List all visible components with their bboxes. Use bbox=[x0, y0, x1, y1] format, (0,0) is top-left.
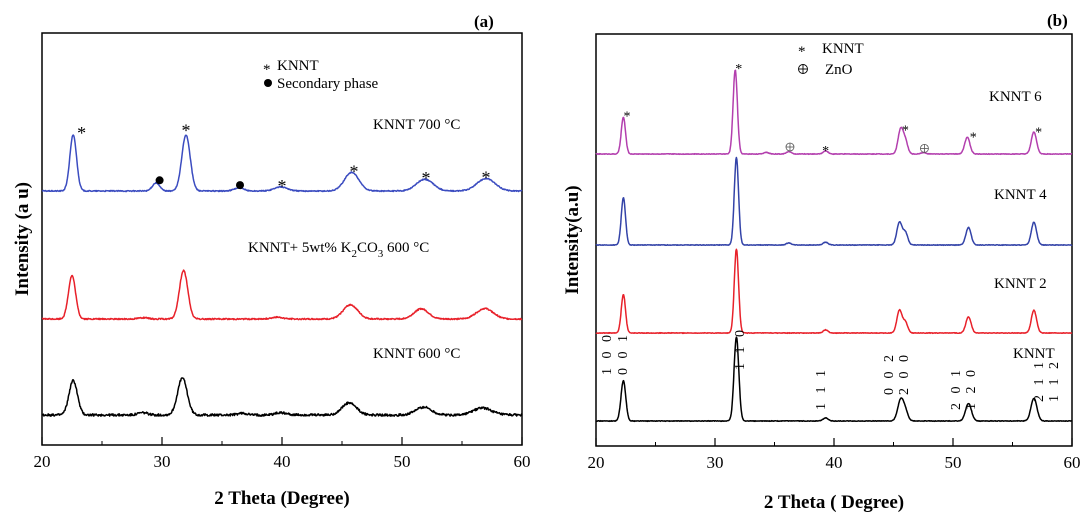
x-tick-label: 20 bbox=[588, 453, 605, 472]
peak-star-marker: * bbox=[735, 62, 742, 77]
x-tick-label: 40 bbox=[826, 453, 843, 472]
series-line-2 bbox=[595, 156, 1073, 247]
hkl-label: 1 1 1 bbox=[814, 367, 829, 410]
hkl-label: 1 2 0 bbox=[964, 367, 979, 410]
legend-star-icon: * bbox=[263, 62, 271, 78]
panel-b: (b) 2 Theta ( Degree) Intensity(a.u) 20 3… bbox=[562, 11, 1081, 513]
hkl-label: 1 1 0 bbox=[733, 327, 748, 370]
panel-b-ylabel: Intensity(a.u) bbox=[562, 185, 583, 294]
x-tick-label: 30 bbox=[154, 452, 171, 471]
zno-marker bbox=[785, 142, 795, 152]
hkl-label: 0 0 1 bbox=[616, 332, 631, 375]
peak-star-marker: * bbox=[278, 176, 287, 196]
peak-star-marker: * bbox=[822, 144, 829, 159]
peak-star-marker: * bbox=[1035, 125, 1042, 140]
legend-secondary-label: Secondary phase bbox=[277, 76, 379, 92]
curve-label-knnt-k2co3: KNNT+ 5wt% K2CO3 600 °C bbox=[248, 240, 429, 260]
legend-knnt-label: KNNT bbox=[277, 58, 319, 74]
series-line-3 bbox=[595, 248, 1073, 335]
hkl-label: 2 0 1 bbox=[949, 367, 964, 410]
panel-b-legend: * KNNT ZnO bbox=[798, 41, 864, 78]
legend-zno-label: ZnO bbox=[825, 62, 853, 78]
panel-a-frame bbox=[41, 32, 523, 446]
peak-star-marker: * bbox=[623, 110, 630, 125]
peak-star-marker: * bbox=[77, 123, 86, 143]
panel-a-xlabel: 2 Theta (Degree) bbox=[214, 488, 349, 509]
x-tick-label: 50 bbox=[945, 453, 962, 472]
legend-star-icon: * bbox=[798, 44, 806, 60]
zno-marker bbox=[920, 143, 929, 153]
panel-b-peak-markers: * * * * * * bbox=[623, 62, 1042, 159]
panel-b-x-axis: 20 30 40 50 60 bbox=[588, 438, 1081, 472]
panel-a-x-axis: 20 30 40 50 60 bbox=[34, 437, 531, 471]
peak-star-marker: * bbox=[422, 168, 431, 188]
curve-label-knnt-700: KNNT 700 °C bbox=[373, 117, 460, 133]
curve-label-knnt: KNNT bbox=[1013, 346, 1055, 362]
x-tick-label: 60 bbox=[1064, 453, 1081, 472]
panel-a-label: (a) bbox=[474, 12, 494, 31]
series-line-1 bbox=[595, 69, 1073, 156]
legend-knnt-label-b: KNNT bbox=[822, 41, 864, 57]
hkl-label: 1 0 0 bbox=[600, 332, 615, 375]
x-tick-label: 50 bbox=[394, 452, 411, 471]
legend-circle-plus-icon bbox=[798, 64, 808, 74]
peak-star-marker: * bbox=[482, 167, 491, 187]
legend-dot-icon bbox=[264, 79, 272, 87]
panel-a-ylabel: Intensity (a u) bbox=[12, 182, 33, 296]
secondary-phase-dot-marker bbox=[236, 181, 244, 190]
series-line-4 bbox=[595, 336, 1073, 423]
curve-label-knnt2: KNNT 2 bbox=[994, 276, 1047, 292]
curve-label-knnt4: KNNT 4 bbox=[994, 187, 1047, 203]
curve-label-knnt6: KNNT 6 bbox=[989, 89, 1042, 105]
peak-star-marker: * bbox=[182, 121, 191, 141]
series-line-1 bbox=[41, 134, 523, 193]
hkl-label: 2 1 1 bbox=[1032, 359, 1047, 402]
panel-a-peak-markers: * * * * * * bbox=[77, 121, 490, 196]
panel-a: (a) 2 Theta (Degree) Intensity (a u) 20 3… bbox=[12, 12, 531, 509]
hkl-label: 0 0 2 bbox=[882, 352, 897, 395]
series-line-3 bbox=[41, 377, 523, 417]
curve-label-knnt-600: KNNT 600 °C bbox=[373, 346, 460, 362]
peak-star-marker: * bbox=[970, 131, 977, 146]
hkl-label: 2 0 0 bbox=[897, 352, 912, 395]
panel-b-xlabel: 2 Theta ( Degree) bbox=[764, 492, 904, 513]
series-line-2 bbox=[41, 269, 523, 321]
hkl-label: 1 1 2 bbox=[1047, 359, 1062, 402]
x-tick-label: 60 bbox=[514, 452, 531, 471]
panel-a-curves bbox=[41, 134, 523, 417]
peak-star-marker: * bbox=[902, 123, 909, 138]
peak-star-marker: * bbox=[350, 162, 359, 182]
secondary-phase-dot-marker bbox=[155, 176, 164, 185]
panel-b-label: (b) bbox=[1047, 11, 1068, 30]
x-tick-label: 30 bbox=[707, 453, 724, 472]
x-tick-label: 20 bbox=[34, 452, 51, 471]
x-tick-label: 40 bbox=[274, 452, 291, 471]
panel-b-curves bbox=[595, 69, 1073, 423]
panel-a-legend: * KNNT Secondary phase bbox=[263, 58, 379, 92]
